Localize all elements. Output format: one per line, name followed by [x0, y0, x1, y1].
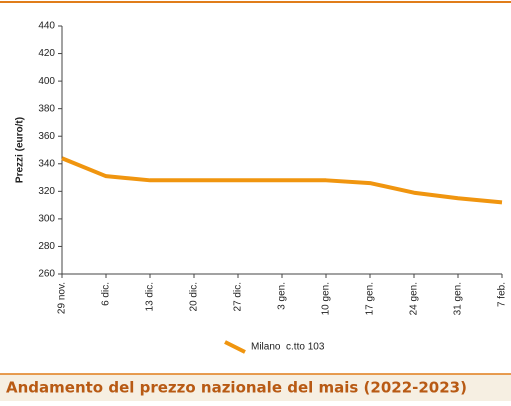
y-axis-label: Prezzi (euro/t): [15, 117, 26, 183]
x-tick-label: 6 dic.: [101, 282, 112, 306]
x-tick-label: 17 gen.: [365, 282, 376, 315]
y-tick-label: 380: [38, 103, 55, 114]
x-tick-label: 29 nov.: [57, 282, 68, 314]
y-tick-label: 400: [38, 76, 55, 87]
legend-label: Milano c.tto 103: [251, 342, 325, 353]
chart-title: Andamento del prezzo nazionale del mais …: [6, 379, 467, 397]
y-tick-label: 340: [38, 158, 55, 169]
x-tick-label: 13 dic.: [145, 282, 156, 311]
x-tick-label: 20 dic.: [189, 282, 200, 311]
x-tick-label: 27 dic.: [233, 282, 244, 311]
title-box: [0, 374, 511, 401]
y-tick-label: 420: [38, 48, 55, 59]
y-tick-label: 260: [38, 269, 55, 280]
data-line: [61, 156, 503, 205]
x-tick-label: 10 gen.: [321, 282, 332, 315]
x-tick-label: 3 gen.: [277, 282, 288, 310]
y-tick-label: 320: [38, 186, 55, 197]
x-tick-label: 24 gen.: [409, 282, 420, 315]
y-tick-label: 440: [38, 21, 55, 32]
x-tick-label: 31 gen.: [453, 282, 464, 315]
y-tick-label: 300: [38, 214, 55, 225]
x-tick-label: 7 feb.: [497, 282, 508, 307]
y-tick-label: 360: [38, 131, 55, 142]
legend-swatch: [224, 340, 246, 354]
y-tick-label: 280: [38, 241, 55, 252]
